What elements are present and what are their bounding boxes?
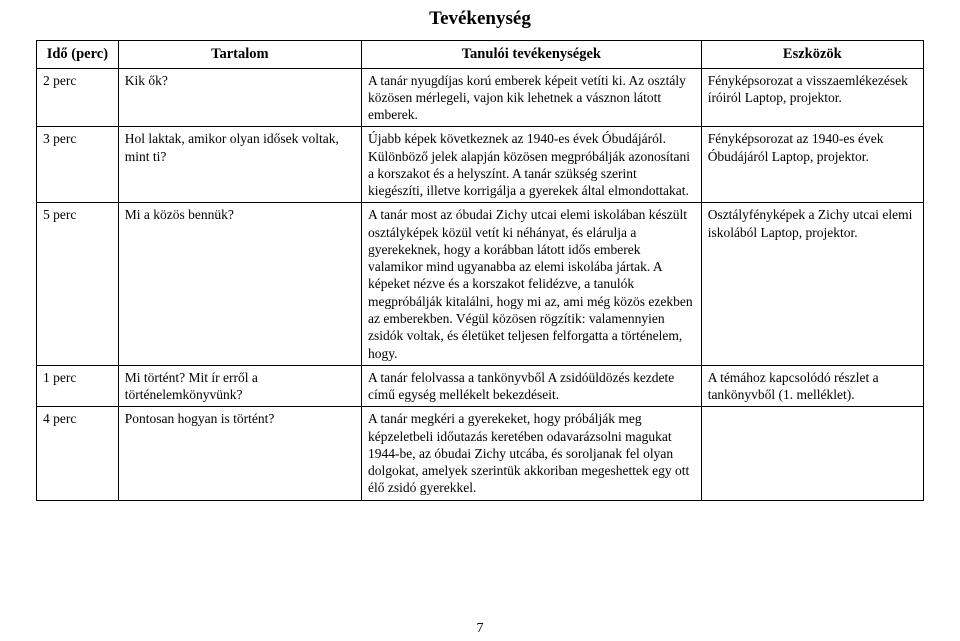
table-row: 1 perc Mi történt? Mit ír erről a történ… <box>37 365 924 407</box>
table-row: 3 perc Hol laktak, amikor olyan idősek v… <box>37 127 924 203</box>
cell-tools: Fényképsorozat az 1940-es évek Óbudájáró… <box>701 127 923 203</box>
activity-table: Idő (perc) Tartalom Tanulói tevékenysége… <box>36 40 924 501</box>
header-tools: Eszközök <box>701 41 923 69</box>
cell-activities: Újabb képek következnek az 1940-es évek … <box>362 127 702 203</box>
cell-time: 1 perc <box>37 365 119 407</box>
header-activities: Tanulói tevékenységek <box>362 41 702 69</box>
cell-time: 3 perc <box>37 127 119 203</box>
header-time: Idő (perc) <box>37 41 119 69</box>
header-content: Tartalom <box>118 41 361 69</box>
cell-activities: A tanár felolvassa a tankönyvből A zsidó… <box>362 365 702 407</box>
table-row: 2 perc Kik ők? A tanár nyugdíjas korú em… <box>37 68 924 127</box>
cell-time: 2 perc <box>37 68 119 127</box>
cell-tools: Fényképsorozat a visszaemlékezések íróir… <box>701 68 923 127</box>
cell-tools <box>701 407 923 500</box>
cell-time: 4 perc <box>37 407 119 500</box>
cell-time: 5 perc <box>37 203 119 365</box>
cell-activities: A tanár megkéri a gyerekeket, hogy próbá… <box>362 407 702 500</box>
document-page: Tevékenység Idő (perc) Tartalom Tanulói … <box>0 0 960 641</box>
page-number: 7 <box>0 621 960 637</box>
page-title: Tevékenység <box>36 8 924 30</box>
cell-content: Pontosan hogyan is történt? <box>118 407 361 500</box>
cell-content: Mi a közös bennük? <box>118 203 361 365</box>
cell-activities: A tanár most az óbudai Zichy utcai elemi… <box>362 203 702 365</box>
cell-content: Kik ők? <box>118 68 361 127</box>
cell-tools: Osztályfényképek a Zichy utcai elemi isk… <box>701 203 923 365</box>
cell-activities: A tanár nyugdíjas korú emberek képeit ve… <box>362 68 702 127</box>
table-row: 4 perc Pontosan hogyan is történt? A tan… <box>37 407 924 500</box>
table-header-row: Idő (perc) Tartalom Tanulói tevékenysége… <box>37 41 924 69</box>
cell-content: Hol laktak, amikor olyan idősek voltak, … <box>118 127 361 203</box>
cell-content: Mi történt? Mit ír erről a történelemkön… <box>118 365 361 407</box>
table-row: 5 perc Mi a közös bennük? A tanár most a… <box>37 203 924 365</box>
cell-tools: A témához kapcsolódó részlet a tankönyvb… <box>701 365 923 407</box>
